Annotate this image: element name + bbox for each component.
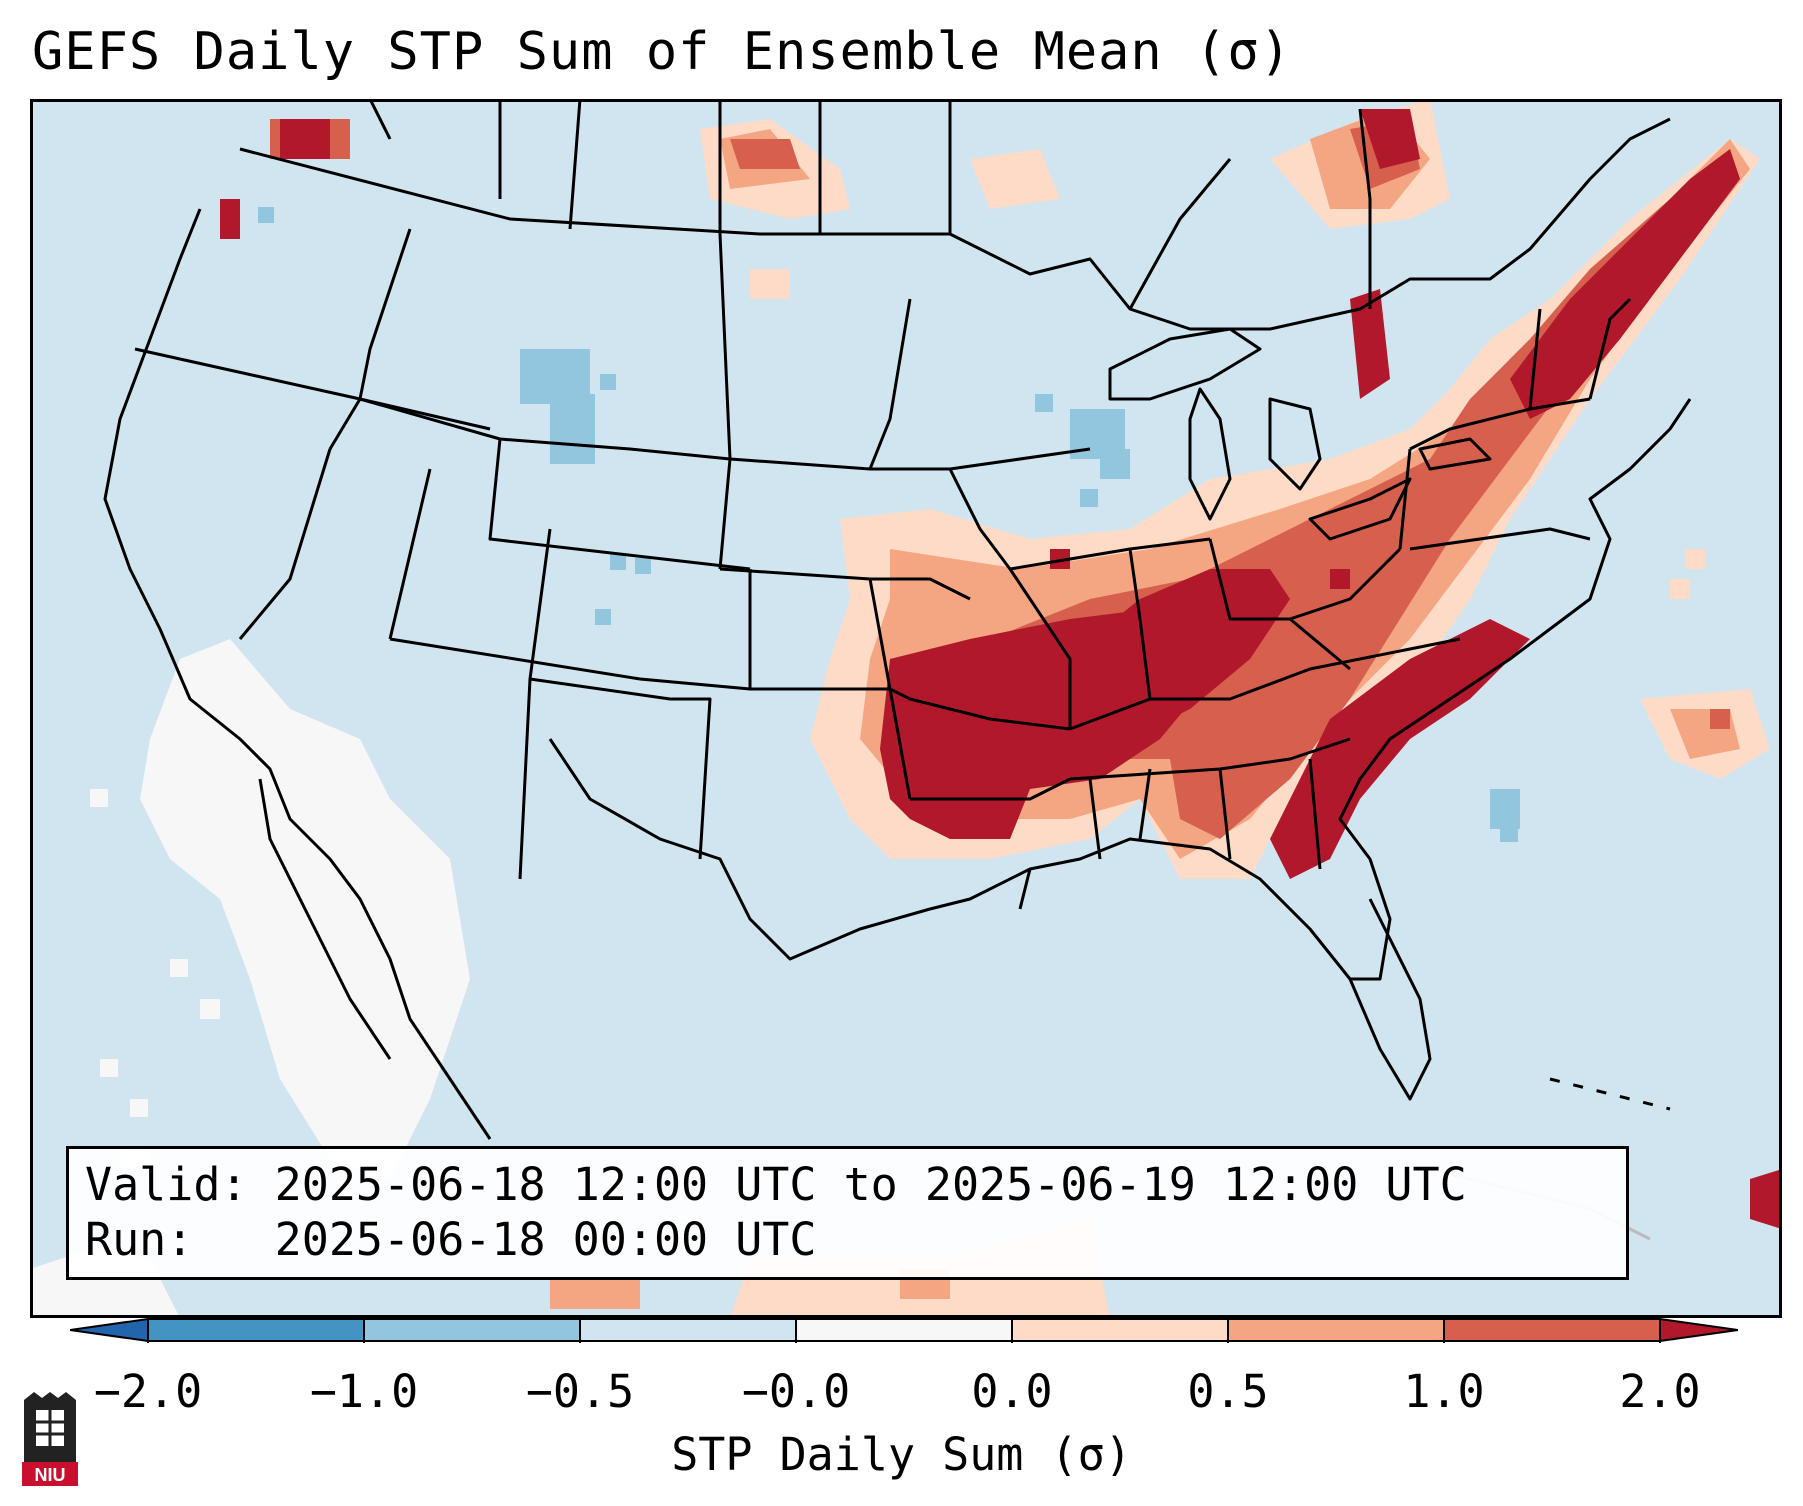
colorbar-segment <box>796 1319 1013 1341</box>
negative-areas <box>258 207 1520 842</box>
colorbar-label: STP Daily Sum (σ) <box>671 1428 1132 1481</box>
colorbar-segment <box>148 1319 365 1341</box>
positive-intense <box>220 109 1782 1229</box>
colorbar-segment <box>364 1319 581 1341</box>
colorbar <box>70 1318 1738 1343</box>
colorbar-segment <box>1444 1319 1661 1341</box>
colorbar-segment <box>1228 1319 1445 1341</box>
colorbar-extend-min <box>70 1319 148 1341</box>
colorbar-tick-label: 1.0 <box>1403 1365 1485 1418</box>
logo-text: NIU <box>35 1465 66 1485</box>
colorbar-segment <box>1012 1319 1229 1341</box>
map-title: GEFS Daily STP Sum of Ensemble Mean (σ) <box>32 22 1292 82</box>
niu-logo-icon: NIU <box>22 1392 78 1486</box>
colorbar-tick-label: −0.0 <box>741 1365 851 1418</box>
colorbar-tick-label: −1.0 <box>309 1365 419 1418</box>
valid-run-info-box: Valid: 2025-06-18 12:00 UTC to 2025-06-1… <box>66 1146 1629 1280</box>
colorbar-segment <box>580 1319 797 1341</box>
colorbar-tick-label: 0.5 <box>1187 1365 1269 1418</box>
borders <box>103 99 1692 1241</box>
colorbar-tick-label: −0.5 <box>525 1365 635 1418</box>
stp-map <box>30 99 1782 1318</box>
valid-time-text: Valid: 2025-06-18 12:00 UTC to 2025-06-1… <box>85 1158 1467 1211</box>
colorbar-tick-label: −2.0 <box>93 1365 203 1418</box>
colorbar-extend-max <box>1660 1319 1738 1341</box>
map-frame <box>30 99 1782 1318</box>
colorbar-tick-label: 0.0 <box>971 1365 1053 1418</box>
run-time-text: Run: 2025-06-18 00:00 UTC <box>85 1213 817 1266</box>
colorbar-tick-label: 2.0 <box>1619 1365 1701 1418</box>
